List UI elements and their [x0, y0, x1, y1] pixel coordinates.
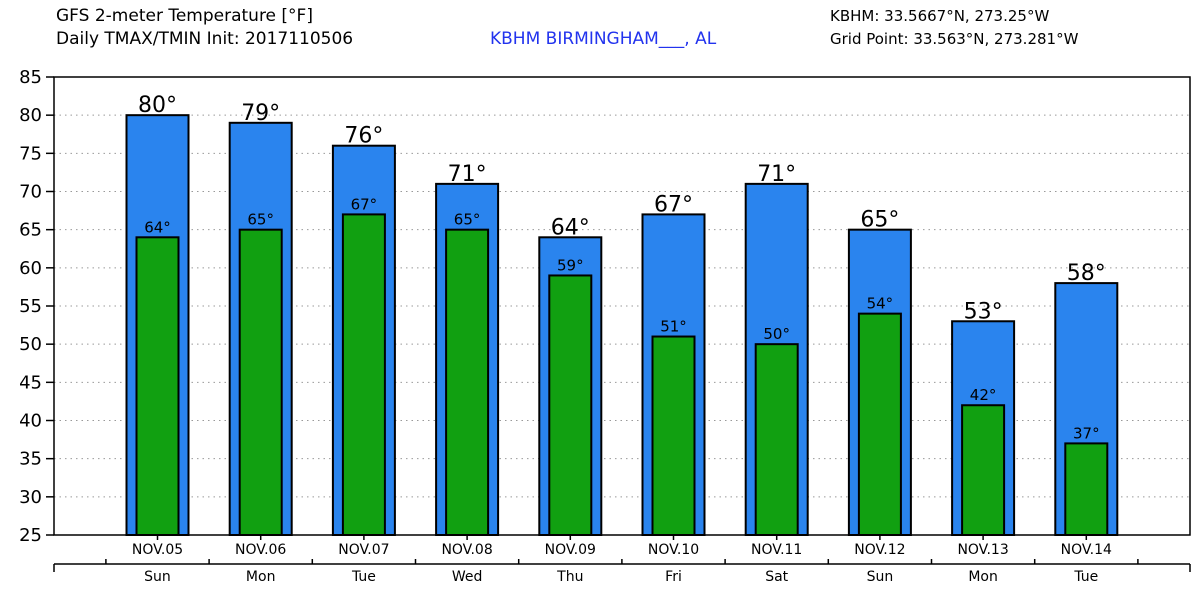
weekday-label: Sat	[765, 569, 788, 585]
init-subtitle: Daily TMAX/TMIN Init: 2017110506	[56, 29, 354, 49]
weekday-label: Tue	[351, 569, 376, 585]
tmax-label: 65°	[860, 208, 899, 233]
tmax-label: 80°	[138, 93, 177, 118]
tmin-label: 65°	[454, 211, 481, 229]
date-label: NOV.11	[751, 542, 802, 558]
tmin-label: 37°	[1073, 424, 1100, 442]
tmin-label: 50°	[763, 325, 790, 343]
weekday-label: Sun	[867, 569, 894, 585]
tmin-bar	[961, 404, 1006, 536]
tmin-label: 54°	[867, 295, 894, 313]
tmin-label: 51°	[660, 318, 687, 336]
tmin-label: 42°	[970, 386, 997, 404]
tmin-label: 67°	[351, 195, 378, 213]
date-label: NOV.06	[235, 542, 286, 558]
y-tick-label: 40	[19, 411, 42, 432]
y-tick-label: 65	[19, 220, 42, 241]
weekday-label: Tue	[1073, 569, 1098, 585]
y-tick-label: 85	[19, 67, 42, 88]
tmin-bar	[857, 312, 902, 536]
weekday-label: Fri	[665, 569, 682, 585]
date-label: NOV.13	[957, 542, 1008, 558]
tmax-label: 67°	[654, 192, 693, 217]
tmin-label: 65°	[247, 211, 274, 229]
date-label: NOV.10	[648, 542, 699, 558]
y-tick-label: 45	[19, 372, 42, 393]
tmin-bar	[651, 335, 696, 536]
y-tick-label: 25	[19, 525, 42, 546]
weekday-label: Thu	[556, 569, 583, 585]
date-label: NOV.14	[1061, 542, 1112, 558]
y-tick-label: 75	[19, 143, 42, 164]
tmin-bar	[238, 228, 283, 537]
tmin-label: 64°	[144, 218, 171, 236]
chart-title: GFS 2-meter Temperature [°F]	[56, 6, 313, 26]
y-tick-label: 55	[19, 296, 42, 317]
tmin-bar	[135, 236, 180, 537]
tmax-label: 53°	[964, 299, 1003, 324]
y-tick-label: 60	[19, 258, 42, 279]
tmax-label: 58°	[1067, 261, 1106, 286]
tmin-bar	[1064, 442, 1109, 536]
grid-point-coordinates: Grid Point: 33.563°N, 273.281°W	[830, 30, 1079, 48]
tmin-bar	[445, 228, 490, 537]
tmax-label: 71°	[757, 162, 796, 187]
tmax-label: 71°	[448, 162, 487, 187]
tmax-label: 76°	[344, 124, 383, 149]
tmin-bar	[548, 274, 593, 536]
date-label: NOV.08	[441, 542, 492, 558]
y-tick-label: 35	[19, 449, 42, 470]
weekday-label: Sun	[144, 569, 171, 585]
date-label: NOV.12	[854, 542, 905, 558]
station-coordinates: KBHM: 33.5667°N, 273.25°W	[830, 7, 1050, 25]
station-name: KBHM BIRMINGHAM___, AL	[490, 29, 717, 49]
y-tick-label: 80	[19, 105, 42, 126]
date-label: NOV.09	[545, 542, 596, 558]
date-label: NOV.05	[132, 542, 183, 558]
weekday-label: Wed	[452, 569, 483, 585]
weekday-label: Mon	[968, 569, 998, 585]
y-tick-label: 30	[19, 487, 42, 508]
weekday-label: Mon	[246, 569, 276, 585]
y-tick-label: 70	[19, 182, 42, 203]
tmin-label: 59°	[557, 256, 584, 274]
tmax-label: 79°	[241, 101, 280, 126]
y-tick-label: 50	[19, 334, 42, 355]
date-label: NOV.07	[338, 542, 389, 558]
tmin-bar	[754, 343, 799, 536]
tmax-label: 64°	[551, 215, 590, 240]
tmin-bar	[341, 213, 386, 536]
